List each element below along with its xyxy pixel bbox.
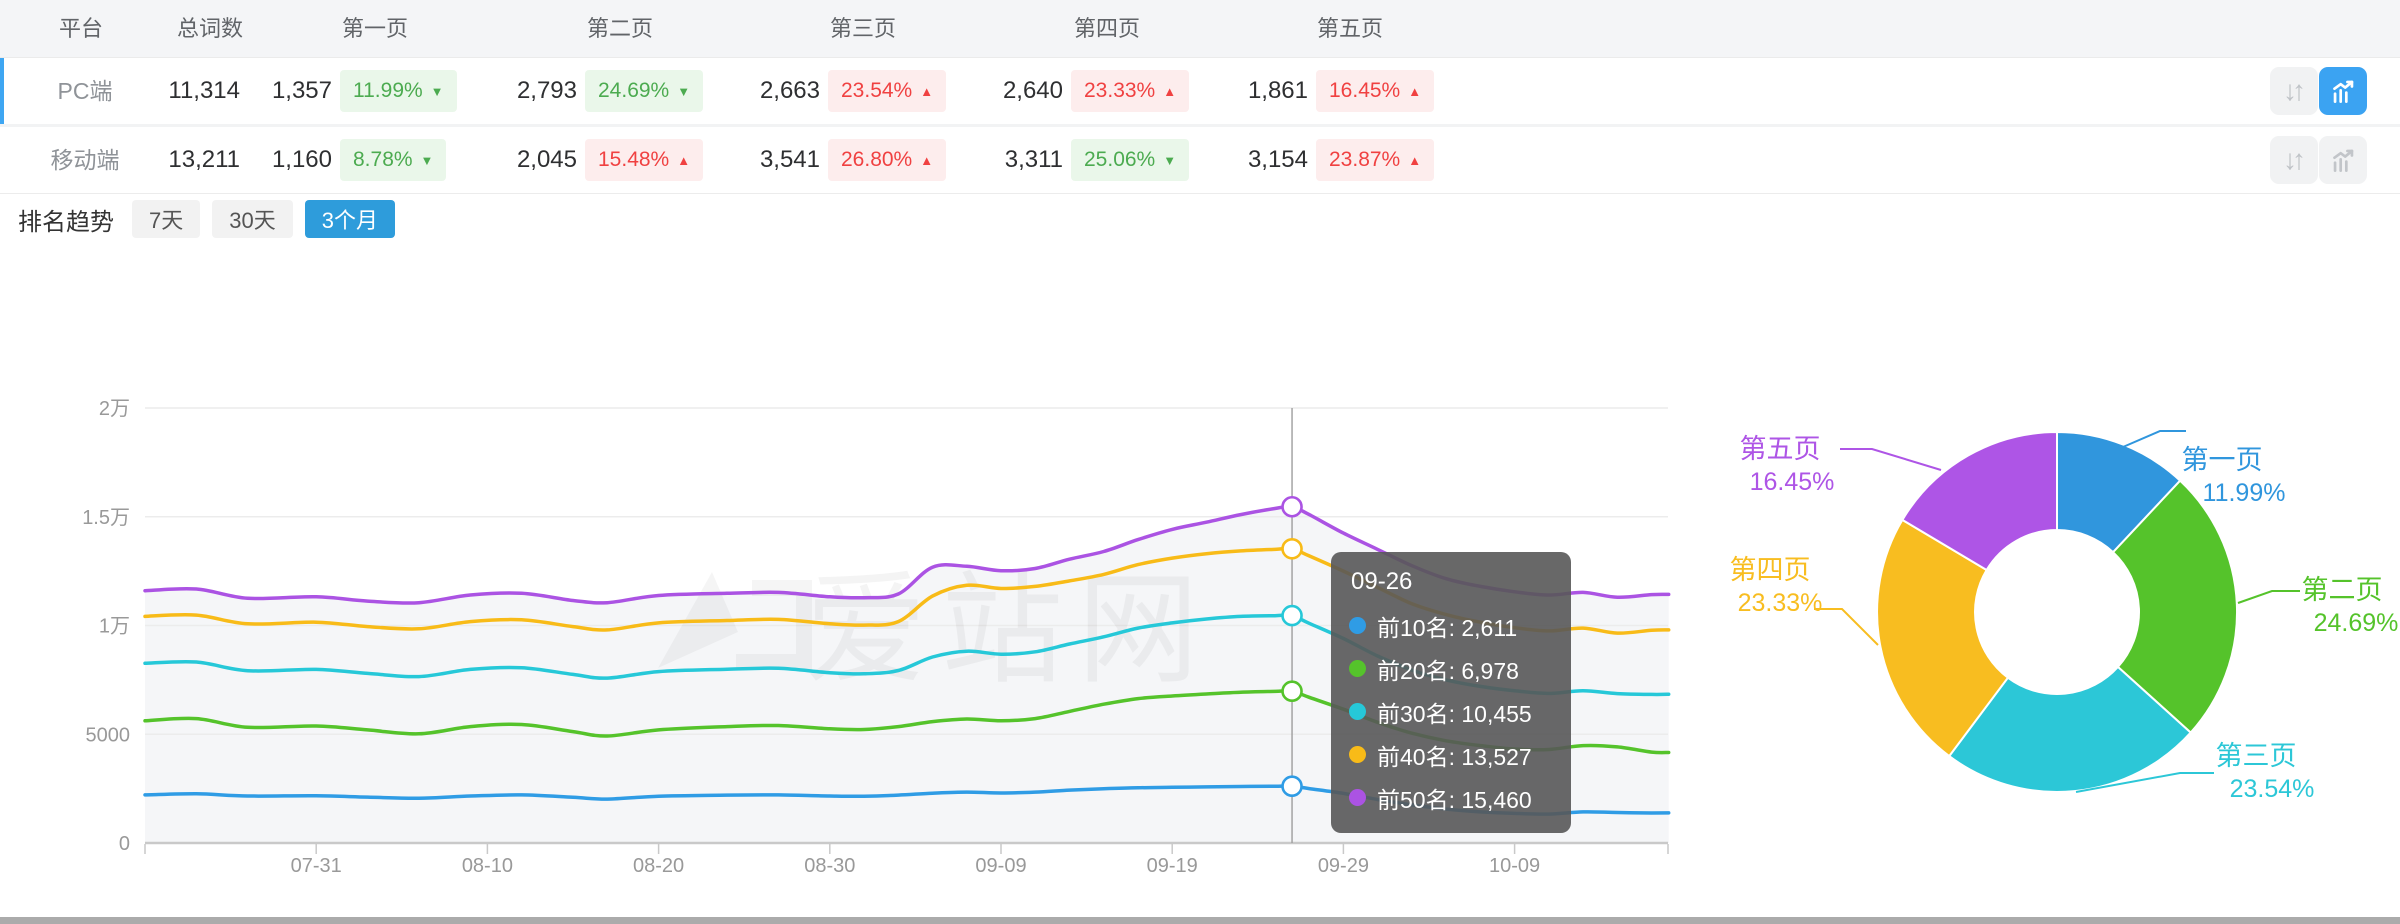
tooltip-series-text: 前50名: 15,460: [1377, 781, 1532, 815]
highlight-marker: [1283, 497, 1302, 516]
highlight-marker: [1283, 539, 1302, 558]
series-dot-icon: [1349, 789, 1366, 806]
x-axis-label: 09-19: [1147, 855, 1198, 877]
pie-label-name: 第四页: [1730, 555, 1811, 585]
series-dot-icon: [1349, 660, 1366, 677]
series-dot-icon: [1349, 703, 1366, 720]
tab-3个月[interactable]: 3个月: [305, 200, 395, 238]
watermark-text: 爱站网: [805, 562, 1213, 698]
x-axis-label: 08-30: [804, 855, 855, 877]
x-axis-label: 09-09: [975, 855, 1026, 877]
y-axis-label: 5000: [86, 724, 131, 746]
y-axis-label: 1万: [99, 616, 130, 638]
trend-range-tabs: 7天 30天 3个月: [132, 200, 407, 238]
pie-label-name: 第三页: [2216, 741, 2297, 771]
tab-7天[interactable]: 7天: [132, 200, 200, 238]
pie-label-percent: 23.33%: [1738, 589, 1823, 617]
highlight-marker: [1283, 682, 1302, 701]
tooltip-series-text: 前10名: 2,611: [1377, 609, 1517, 643]
tab-30天[interactable]: 30天: [212, 200, 292, 238]
x-axis-label: 08-10: [462, 855, 513, 877]
pie-label-line: [2238, 591, 2300, 603]
pie-label-percent: 24.69%: [2314, 609, 2399, 637]
pie-label-line: [2123, 431, 2186, 447]
trend-title: 排名趋势: [18, 202, 114, 237]
seo-rank-dashboard: 平台总词数第一页第二页第三页第四页第五页 PC端11,3141,35711.99…: [0, 0, 2400, 924]
x-axis-label: 08-20: [633, 855, 684, 877]
charts-canvas[interactable]: 爱站网 07-31 08-10 08-20 08-30 09-09 09-19 09-29 10…: [0, 0, 2400, 924]
tooltip-series-text: 前30名: 10,455: [1377, 695, 1532, 729]
x-axis-label: 07-31: [291, 855, 342, 877]
tooltip-date: 09-26: [1351, 568, 1551, 596]
horizontal-scrollbar[interactable]: [0, 917, 2400, 924]
pie-label-percent: 23.54%: [2230, 775, 2315, 803]
tooltip-series-row: 前20名: 6,978: [1349, 647, 1551, 690]
pie-label-percent: 11.99%: [2203, 479, 2286, 507]
tooltip-series-text: 前40名: 13,527: [1377, 738, 1532, 772]
pie-label-line: [1814, 609, 1878, 645]
chart-tooltip: 09-26 前10名: 2,611 前20名: 6,978 前30名: 10,455 前…: [1331, 552, 1571, 833]
pie-label-percent: 16.45%: [1750, 468, 1835, 496]
tooltip-series-row: 前50名: 15,460: [1349, 776, 1551, 819]
y-axis-label: 0: [119, 833, 130, 855]
series-dot-icon: [1349, 746, 1366, 763]
pie-label-name: 第一页: [2182, 445, 2263, 475]
tooltip-series-text: 前20名: 6,978: [1377, 652, 1519, 686]
pie-label-line: [1840, 449, 1941, 470]
x-axis-label: 10-09: [1489, 855, 1540, 877]
series-dot-icon: [1349, 617, 1366, 634]
tooltip-series-row: 前40名: 13,527: [1349, 733, 1551, 776]
tooltip-series-row: 前10名: 2,611: [1349, 604, 1551, 647]
highlight-marker: [1283, 777, 1302, 796]
trend-toolbar: 排名趋势 7天 30天 3个月: [18, 198, 407, 240]
highlight-marker: [1283, 606, 1302, 625]
pie-label-name: 第五页: [1740, 434, 1821, 464]
tooltip-series-row: 前30名: 10,455: [1349, 690, 1551, 733]
pie-label-name: 第二页: [2302, 575, 2383, 605]
x-axis-label: 09-29: [1318, 855, 1369, 877]
y-axis-label: 1.5万: [82, 507, 130, 529]
y-axis-label: 2万: [99, 398, 130, 420]
